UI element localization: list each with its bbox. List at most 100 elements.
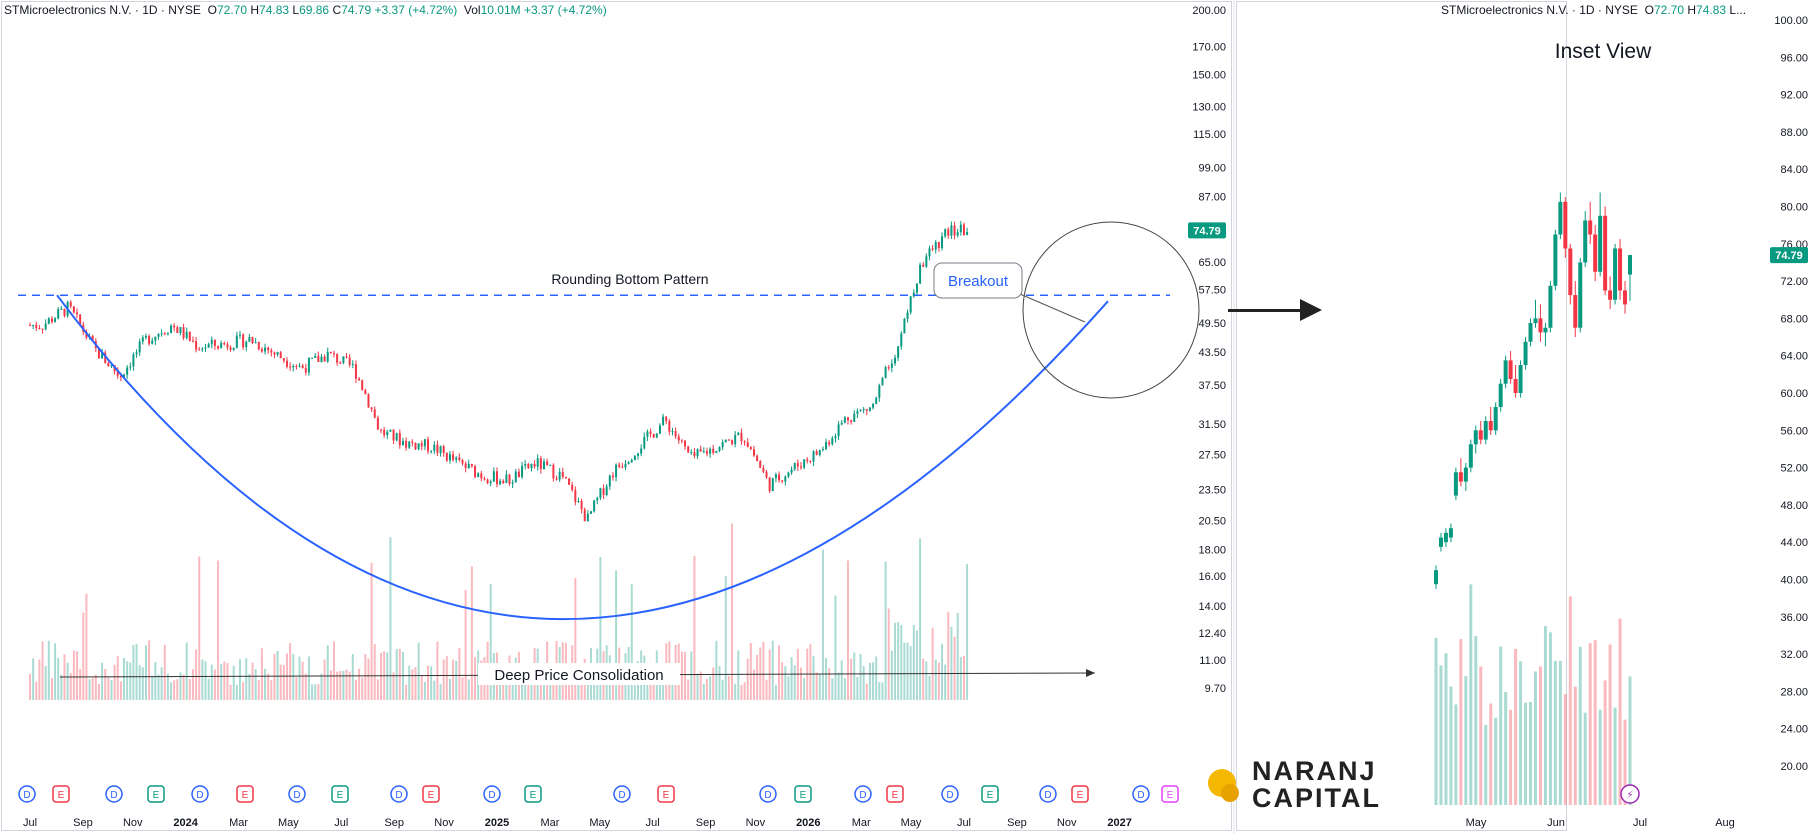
volume-bar xyxy=(521,681,524,700)
price-candle xyxy=(185,331,188,338)
price-candle xyxy=(658,425,661,434)
price-candle xyxy=(480,473,483,479)
volume-bar xyxy=(684,651,687,700)
price-candle xyxy=(235,335,238,348)
volume-bar xyxy=(279,664,282,700)
time-tick-label: Sep xyxy=(73,817,93,829)
price-candle xyxy=(615,464,618,478)
dividend-marker-icon: D xyxy=(483,785,501,803)
volume-bar xyxy=(749,643,752,700)
price-tick-label: 23.50 xyxy=(1198,485,1226,497)
volume-bar xyxy=(897,622,900,700)
volume-bar xyxy=(348,671,351,700)
earnings-marker-box xyxy=(981,785,999,803)
inset-price-tick-label: 72.00 xyxy=(1780,276,1808,288)
volume-bar xyxy=(787,676,790,700)
volume-bar xyxy=(646,670,649,700)
volume-bar xyxy=(934,659,937,700)
price-candle xyxy=(248,336,251,342)
volume-bar xyxy=(458,647,461,700)
volume-bar xyxy=(734,683,737,700)
price-candle xyxy=(934,241,937,250)
time-tick-label: May xyxy=(589,817,610,829)
inset-time-axis: May Jun Jul Aug xyxy=(1466,817,1735,829)
volume-bar xyxy=(966,564,969,700)
volume-bar xyxy=(314,684,317,700)
price-candle xyxy=(859,409,862,412)
inset-candle xyxy=(1493,406,1498,431)
inset-open-value: 72.70 xyxy=(1653,3,1684,17)
volume-bar xyxy=(295,677,298,700)
price-candle xyxy=(715,450,718,453)
last-price-label: 74.79 xyxy=(1193,225,1221,237)
price-candle xyxy=(29,325,31,327)
inset-volume-bar xyxy=(1608,644,1612,805)
price-candle xyxy=(517,471,520,478)
dividend-marker-icon: D xyxy=(941,785,959,803)
price-candle xyxy=(91,335,94,342)
volume-bar xyxy=(846,560,849,700)
volume-bar xyxy=(47,640,50,700)
volume-bar xyxy=(307,656,310,700)
inset-candle xyxy=(1473,430,1478,445)
inset-volume-bars xyxy=(1434,584,1632,805)
price-candle xyxy=(862,409,865,411)
volume-bar xyxy=(890,650,893,700)
price-candle xyxy=(671,431,674,433)
price-candle xyxy=(148,335,151,344)
volume-bar xyxy=(248,673,251,700)
volume-bar xyxy=(690,651,693,700)
time-tick-label: Nov xyxy=(1057,817,1077,829)
volume-bar xyxy=(323,659,326,700)
volume-bar xyxy=(351,654,354,700)
dividend-marker-icon: D xyxy=(759,785,777,803)
price-candle xyxy=(220,342,223,349)
earnings-marker-box xyxy=(52,785,70,803)
price-candle xyxy=(57,309,60,319)
price-candle xyxy=(699,449,702,452)
price-candle xyxy=(646,431,649,437)
volume-bar xyxy=(658,676,661,700)
volume-bar xyxy=(170,682,173,700)
price-candle xyxy=(818,450,821,455)
volume-bar xyxy=(937,662,940,700)
price-candle xyxy=(903,318,906,334)
volume-bar xyxy=(549,678,552,700)
inset-volume-bar xyxy=(1509,709,1513,805)
price-candle xyxy=(417,443,420,450)
dividend-marker-circle xyxy=(483,785,501,803)
price-tick-label: 170.00 xyxy=(1192,41,1226,53)
price-candle xyxy=(564,476,567,479)
inset-candle xyxy=(1548,285,1553,328)
inset-candle xyxy=(1628,255,1632,275)
volume-bar xyxy=(29,674,31,700)
inset-volume-bar xyxy=(1553,661,1557,805)
volume-bar xyxy=(574,578,577,700)
price-candle xyxy=(238,334,241,336)
inset-volume-bar xyxy=(1548,632,1552,805)
volume-bar xyxy=(104,668,107,700)
price-candle xyxy=(452,454,455,460)
price-candle xyxy=(123,374,126,378)
price-candle xyxy=(825,442,828,449)
price-candle xyxy=(853,413,856,422)
volume-bar xyxy=(373,644,376,700)
price-candle xyxy=(285,360,288,367)
volume-bar xyxy=(154,661,157,700)
price-candle xyxy=(856,411,859,414)
price-candle xyxy=(756,455,759,462)
volume-bar xyxy=(947,611,950,700)
earnings-marker-icon: E xyxy=(147,785,165,803)
price-candle xyxy=(796,463,799,467)
volume-bar xyxy=(464,589,467,700)
inset-candle xyxy=(1543,327,1548,333)
dividend-marker-circle xyxy=(1132,785,1150,803)
earnings-marker-box xyxy=(886,785,904,803)
volume-bar xyxy=(746,658,749,700)
inset-candle xyxy=(1538,318,1543,333)
dividend-marker-icon: D xyxy=(854,785,872,803)
inset-price-tick-label: 48.00 xyxy=(1780,500,1808,512)
inset-candle xyxy=(1618,248,1623,291)
